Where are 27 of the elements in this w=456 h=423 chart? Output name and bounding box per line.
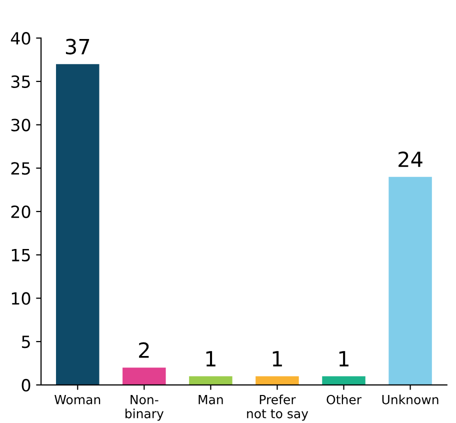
- bar: [256, 376, 299, 385]
- y-tick-label: 0: [22, 378, 30, 392]
- bar: [388, 176, 432, 385]
- data-label: 1: [272, 351, 282, 366]
- y-tick-label: 40: [10, 32, 30, 45]
- x-tick-label: Woman: [54, 395, 100, 404]
- data-label: 2: [139, 342, 149, 358]
- data-label: 37: [66, 38, 90, 54]
- y-tick-label: 5: [22, 336, 30, 348]
- data-label: 1: [206, 351, 216, 366]
- x-tick-label: Non- binary: [126, 395, 164, 421]
- x-tick-label: Prefer not to say: [247, 394, 308, 421]
- y-tick-label: 15: [12, 249, 30, 262]
- data-label: 1: [339, 351, 348, 366]
- bar: [322, 376, 366, 385]
- y-tick-label: 25: [11, 162, 30, 175]
- y-tick-label: 30: [11, 118, 30, 132]
- x-tick-label: Man: [198, 395, 223, 404]
- bar: [56, 64, 100, 385]
- data-label: 24: [398, 151, 422, 167]
- y-tick-label: 35: [11, 75, 30, 88]
- x-tick-label: Other: [326, 394, 362, 404]
- y-tick-label: 20: [11, 205, 30, 218]
- y-tick-label: 10: [12, 292, 30, 305]
- x-tick-label: Unknown: [382, 394, 438, 404]
- bar: [122, 368, 166, 385]
- bar: [189, 376, 232, 385]
